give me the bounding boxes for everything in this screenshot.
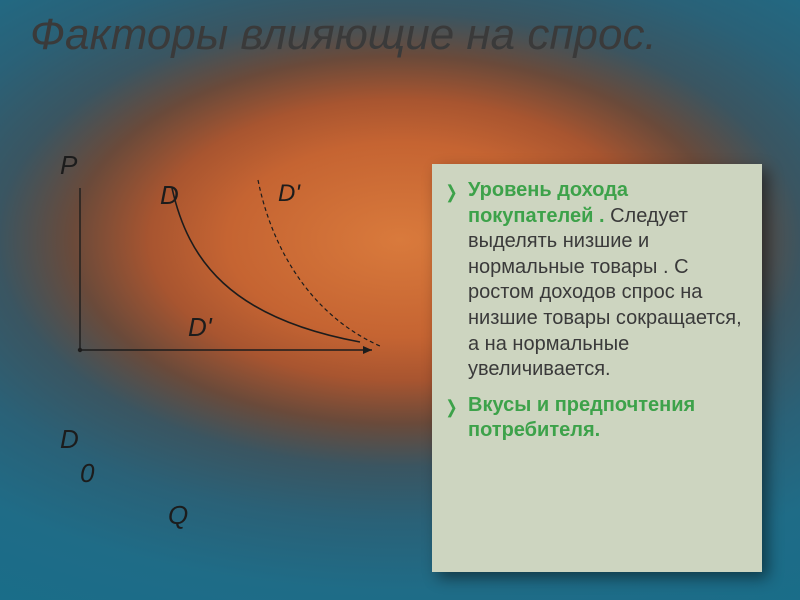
bullet-text-0: Уровень дохода покупателей . Следует выд… xyxy=(468,179,742,380)
label-D-bottom: D xyxy=(60,424,79,455)
demand-chart: P D D' D' D 0 Q xyxy=(60,150,390,550)
chevron-icon: ❯ xyxy=(446,182,458,203)
x-arrow xyxy=(363,346,372,354)
list-item: ❯ Вкусы и предпочтения потребителя. xyxy=(468,393,744,444)
page-title: Факторы влияющие на спрос. xyxy=(30,12,770,58)
origin-dot xyxy=(78,348,82,352)
curve-dashed xyxy=(258,180,380,346)
label-zero: 0 xyxy=(80,458,94,489)
bullet-rest: Следует выделять низшие и нормальные тов… xyxy=(468,205,742,381)
chart-svg xyxy=(60,150,400,410)
bullet-text-1: Вкусы и предпочтения потребителя. xyxy=(468,394,695,442)
chevron-icon: ❯ xyxy=(446,397,458,418)
label-Q: Q xyxy=(168,500,188,531)
label-D-mid: D' xyxy=(188,312,212,343)
label-D-top-right: D' xyxy=(278,180,300,208)
bullet-lead: Вкусы и предпочтения потребителя. xyxy=(468,394,695,442)
axes xyxy=(78,188,372,354)
list-item: ❯ Уровень дохода покупателей . Следует в… xyxy=(468,178,744,383)
label-D-top-left: D xyxy=(160,180,179,211)
label-P: P xyxy=(60,150,77,181)
bullet-panel: ❯ Уровень дохода покупателей . Следует в… xyxy=(432,164,762,572)
